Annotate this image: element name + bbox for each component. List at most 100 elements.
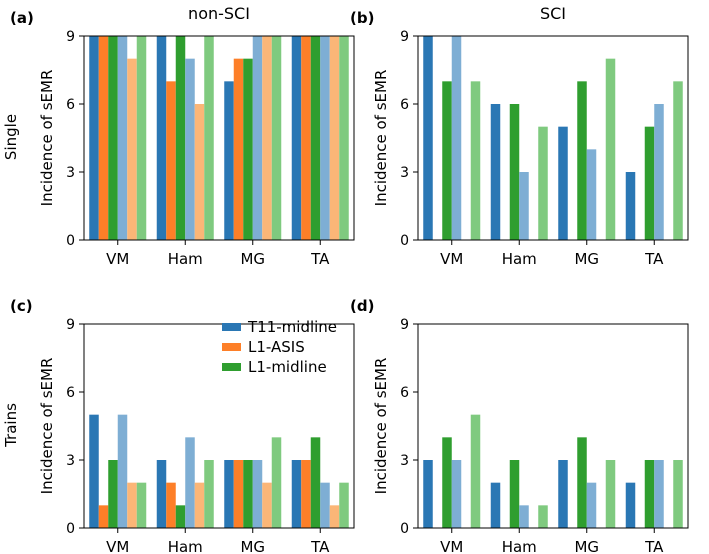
x-tick-label: VM	[440, 250, 463, 268]
bar-mg-s6	[271, 437, 282, 528]
x-tick-label: Ham	[168, 538, 203, 554]
x-tick-label: MG	[240, 538, 265, 554]
x-tick-label: TA	[644, 538, 664, 554]
bar-vm-s3	[108, 36, 118, 240]
chart-panel-3: (c) Incidence of sEMR 0 3 6 9 VM Ham MG TA	[10, 297, 355, 554]
x-tick-label: Ham	[502, 250, 537, 268]
bar-mg-s4	[586, 149, 597, 240]
plot-frame	[417, 323, 689, 529]
bar-ta-s3	[310, 437, 321, 528]
y-tick-label: 6	[66, 97, 75, 113]
bar-vm-s6	[470, 81, 481, 240]
y-tick-label: 0	[400, 521, 409, 537]
bar-mg-s1	[558, 126, 568, 240]
panel-letter: (b)	[350, 9, 374, 27]
y-tick-label: 3	[400, 453, 409, 469]
panel-letter: (c)	[10, 297, 33, 315]
bar-ta-s1	[625, 172, 636, 240]
y-tick-label: 9	[400, 317, 409, 333]
bar-ta-s3	[310, 36, 321, 240]
bar-vm-s4	[117, 414, 128, 528]
plot-frame	[83, 323, 355, 529]
y-tick-label: 6	[400, 385, 409, 401]
bar-vm-s1	[89, 36, 99, 240]
y-tick-label: 3	[66, 453, 75, 469]
row-label-trains: Trains	[2, 403, 20, 448]
legend-swatch	[222, 323, 241, 331]
bar-mg-s6	[605, 58, 616, 240]
x-tick-label: VM	[106, 250, 129, 268]
plot-frame	[83, 35, 355, 241]
bar-vm-s6	[136, 482, 147, 528]
x-tick-label: VM	[106, 538, 129, 554]
bar-vm-s3	[442, 437, 452, 528]
bar-vm-s6	[136, 36, 147, 240]
bar-ta-s6	[673, 81, 683, 240]
y-tick-label: 3	[66, 165, 75, 181]
bar-mg-s3	[577, 81, 587, 240]
bar-vm-s2	[98, 36, 109, 240]
bar-vm-s1	[423, 460, 433, 528]
bar-ta-s4	[320, 482, 330, 528]
bar-vm-s5	[127, 58, 137, 240]
bar-ham-s2	[166, 81, 176, 240]
legend-swatch	[222, 363, 241, 371]
bar-mg-s1	[558, 460, 568, 528]
bar-mg-s5	[262, 36, 272, 240]
bar-mg-s3	[243, 58, 253, 240]
bar-ham-s3	[175, 36, 186, 240]
bar-ham-s1	[156, 36, 167, 240]
bar-ta-s2	[301, 36, 311, 240]
bar-mg-s3	[577, 437, 587, 528]
bar-ta-s4	[654, 104, 664, 240]
x-tick-label: MG	[240, 250, 265, 268]
bar-mg-s2	[233, 58, 244, 240]
legend-label: L1-ASIS	[248, 338, 305, 356]
x-tick-label: VM	[440, 538, 463, 554]
bar-vm-s4	[117, 36, 128, 240]
bar-ham-s5	[194, 482, 205, 528]
bar-ham-s6	[204, 460, 214, 528]
y-tick-label: 0	[66, 521, 75, 537]
bar-ta-s4	[320, 36, 330, 240]
y-tick-label: 3	[400, 165, 409, 181]
panel-letter: (a)	[10, 9, 34, 27]
row-label-single: Single	[2, 114, 20, 160]
x-tick-label: TA	[310, 538, 330, 554]
bar-ta-s3	[644, 460, 655, 528]
bar-ta-s6	[673, 460, 683, 528]
bar-ta-s5	[329, 505, 340, 528]
chart-panel-1: (a) non-SCI Incidence of sEMR 0 3 6 9 VM Ham MG TA	[10, 4, 355, 268]
bar-mg-s4	[586, 482, 597, 528]
y-tick-label: 6	[66, 385, 75, 401]
bar-mg-s4	[252, 36, 263, 240]
y-axis-label: Incidence of sEMR	[38, 70, 56, 207]
bar-ta-s3	[644, 126, 655, 240]
bar-ham-s4	[185, 58, 195, 240]
bar-mg-s3	[243, 460, 253, 528]
bar-mg-s4	[252, 460, 263, 528]
y-tick-label: 9	[66, 317, 75, 333]
plot-frame	[417, 35, 689, 241]
bar-ham-s1	[156, 460, 167, 528]
bar-ham-s3	[509, 104, 520, 240]
bar-ham-s4	[519, 505, 529, 528]
bar-vm-s4	[451, 36, 462, 240]
bar-vm-s1	[423, 36, 433, 240]
bar-ham-s4	[185, 437, 195, 528]
legend: T11-midline L1-ASIS L1-midline	[222, 318, 337, 376]
y-tick-label: 6	[400, 97, 409, 113]
bar-ta-s4	[654, 460, 664, 528]
bar-mg-s5	[262, 482, 272, 528]
bar-vm-s5	[127, 482, 137, 528]
x-tick-label: MG	[574, 250, 599, 268]
bar-vm-s1	[89, 414, 99, 528]
x-tick-label: Ham	[168, 250, 203, 268]
bar-ta-s2	[301, 460, 311, 528]
chart-panel-2: (b) SCI Incidence of sEMR 0 3 6 9 VM Ham MG TA	[350, 4, 689, 268]
bar-ta-s6	[339, 482, 349, 528]
legend-label: L1-midline	[248, 358, 327, 376]
y-axis-label: Incidence of sEMR	[38, 358, 56, 495]
bar-ham-s3	[175, 505, 186, 528]
